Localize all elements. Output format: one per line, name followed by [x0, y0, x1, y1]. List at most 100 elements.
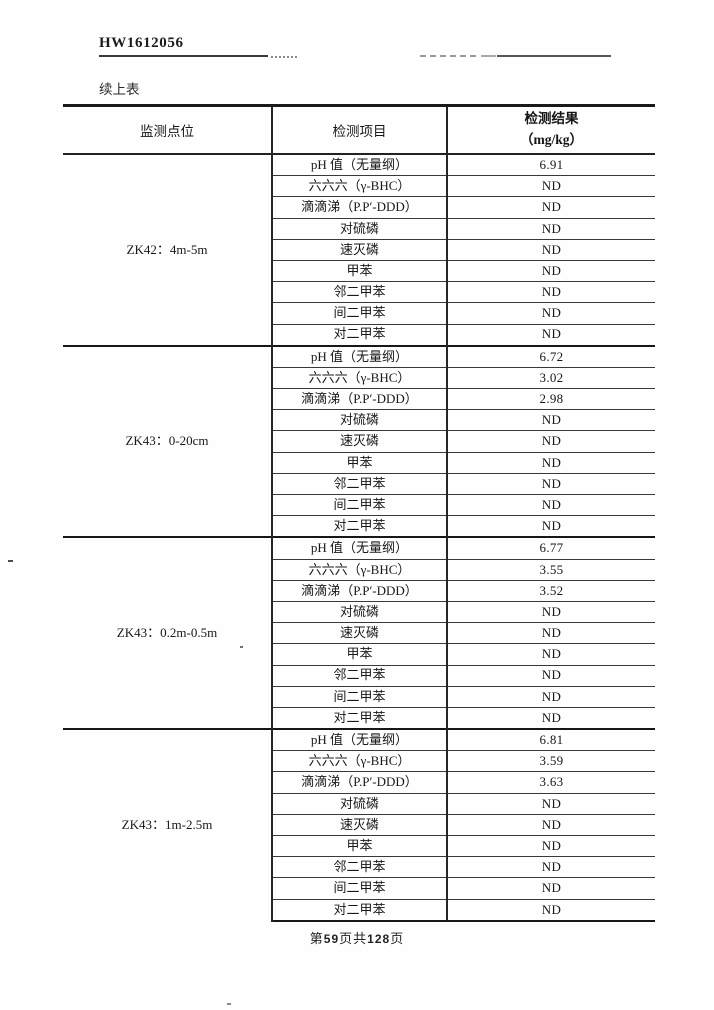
result-value-cell: 2.98 [447, 388, 655, 410]
result-value-cell: ND [447, 898, 655, 922]
result-value-cell: 6.91 [447, 153, 655, 176]
result-value-cell: ND [447, 238, 655, 261]
detection-item-cell: pH 值（无量纲） [271, 344, 448, 368]
detection-item-cell: 六六六（γ-BHC） [271, 366, 448, 389]
table-row: 甲苯 ND [63, 834, 655, 857]
continued-table-label: 续上表 [99, 82, 140, 97]
table-row: 间二甲苯 ND [63, 685, 655, 708]
table-row: 邻二甲苯 ND [63, 856, 655, 878]
detection-item-cell: 对硫磷 [271, 600, 448, 623]
result-value-cell: 3.55 [447, 558, 655, 581]
result-value-cell: ND [447, 600, 655, 623]
result-value-cell: ND [447, 302, 655, 324]
table-row: 速灭磷 ND [63, 238, 655, 261]
detection-item-cell: 滴滴涕（P.P′-DDD） [271, 771, 448, 794]
table-row: 滴滴涕（P.P′-DDD） 3.52 [63, 579, 655, 602]
detection-item-cell: pH 值（无量纲） [271, 153, 448, 176]
monitoring-point-cell: ZK43：1m-2.5m [63, 728, 273, 921]
detection-item-cell: 间二甲苯 [271, 685, 448, 708]
result-value-cell: ND [447, 643, 655, 665]
monitoring-point-cell: ZK43：0-20cm [63, 344, 273, 538]
detection-results-table: 监测点位 检测项目 检测结果 （mg/kg） ZK42：4m-5m pH 值（无量… [63, 104, 655, 922]
detection-item-cell: 对二甲苯 [271, 515, 448, 538]
table-row: 六六六（γ-BHC） 3.59 [63, 750, 655, 772]
table-row: 对二甲苯 ND [63, 898, 655, 922]
detection-item-cell: 速灭磷 [271, 813, 448, 836]
table-row: 速灭磷 ND [63, 622, 655, 644]
table-row: ZK43：0.2m-0.5m pH 值（无量纲） 6.77 [63, 536, 655, 730]
result-value-cell: ND [447, 472, 655, 495]
result-value-cell: ND [447, 685, 655, 708]
detection-item-cell: 滴滴涕（P.P′-DDD） [271, 579, 448, 602]
table-row: 速灭磷 ND [63, 430, 655, 453]
result-value-cell: ND [447, 515, 655, 538]
monitoring-point-cell: ZK43：0.2m-0.5m [63, 536, 273, 730]
result-value-cell: 3.63 [447, 771, 655, 794]
result-value-cell: ND [447, 281, 655, 303]
footer-mid: 页共 [339, 931, 368, 946]
detection-item-cell: 对硫磷 [271, 409, 448, 431]
detection-item-cell: 甲苯 [271, 259, 448, 282]
table-row: 对硫磷 ND [63, 217, 655, 240]
detection-item-cell: 对硫磷 [271, 792, 448, 815]
table-row: 邻二甲苯 ND [63, 664, 655, 687]
result-value-cell: 6.81 [447, 728, 655, 751]
detection-item-cell: pH 值（无量纲） [271, 728, 448, 751]
result-value-cell: ND [447, 706, 655, 730]
monitoring-point-cell: ZK42：4m-5m [63, 153, 273, 346]
result-value-cell: ND [447, 493, 655, 516]
table-row: 滴滴涕（P.P′-DDD） 2.98 [63, 388, 655, 410]
result-value-cell: ND [447, 430, 655, 453]
code-underline-dots [271, 56, 297, 58]
detection-item-cell: pH 值（无量纲） [271, 536, 448, 560]
result-value-cell: ND [447, 217, 655, 240]
detection-item-cell: 六六六（γ-BHC） [271, 175, 448, 197]
code-underline-rule [99, 55, 268, 57]
result-value-cell: ND [447, 877, 655, 900]
detection-item-cell: 六六六（γ-BHC） [271, 558, 448, 581]
detection-item-cell: 速灭磷 [271, 430, 448, 453]
table-row: 滴滴涕（P.P′-DDD） ND [63, 196, 655, 219]
footer-prefix: 第 [309, 931, 324, 946]
header-detection-item: 检测项目 [271, 104, 448, 155]
detection-item-cell: 速灭磷 [271, 622, 448, 644]
table-header-row: 监测点位 检测项目 检测结果 （mg/kg） [63, 104, 655, 155]
result-value-cell: 3.02 [447, 366, 655, 389]
table-row: 间二甲苯 ND [63, 302, 655, 324]
table-row: ZK43：0-20cm pH 值（无量纲） 6.72 [63, 344, 655, 538]
result-value-cell: 3.59 [447, 750, 655, 772]
footer-suffix: 页 [390, 931, 405, 946]
scan-speck [227, 1003, 231, 1005]
detection-item-cell: 对二甲苯 [271, 706, 448, 730]
result-value-cell: ND [447, 451, 655, 474]
table-row: 间二甲苯 ND [63, 493, 655, 516]
table-row: 对硫磷 ND [63, 409, 655, 431]
footer-page-number: 59 [323, 932, 340, 946]
detection-item-cell: 邻二甲苯 [271, 856, 448, 878]
table-row: 邻二甲苯 ND [63, 472, 655, 495]
detection-item-cell: 邻二甲苯 [271, 281, 448, 303]
detection-item-cell: 间二甲苯 [271, 877, 448, 900]
result-value-cell: 3.52 [447, 579, 655, 602]
table-row: 对硫磷 ND [63, 600, 655, 623]
detection-item-cell: 滴滴涕（P.P′-DDD） [271, 388, 448, 410]
result-value-cell: ND [447, 196, 655, 219]
table-row: 六六六（γ-BHC） ND [63, 175, 655, 197]
detection-item-cell: 速灭磷 [271, 238, 448, 261]
detection-item-cell: 六六六（γ-BHC） [271, 750, 448, 772]
header-rule-line [497, 55, 611, 57]
result-value-cell: ND [447, 409, 655, 431]
document-code: HW1612056 [99, 35, 184, 51]
table-row: 间二甲苯 ND [63, 877, 655, 900]
result-value-cell: ND [447, 664, 655, 687]
result-value-cell: ND [447, 175, 655, 197]
detection-item-cell: 间二甲苯 [271, 493, 448, 516]
header-result-line1: 检测结果 [524, 111, 579, 127]
table-row: 对二甲苯 ND [63, 515, 655, 538]
table-row: 对硫磷 ND [63, 792, 655, 815]
header-result-unit: （mg/kg） [519, 132, 583, 147]
result-value-cell: 6.77 [447, 536, 655, 560]
header-faded-dashes [420, 55, 476, 57]
result-value-cell: ND [447, 622, 655, 644]
